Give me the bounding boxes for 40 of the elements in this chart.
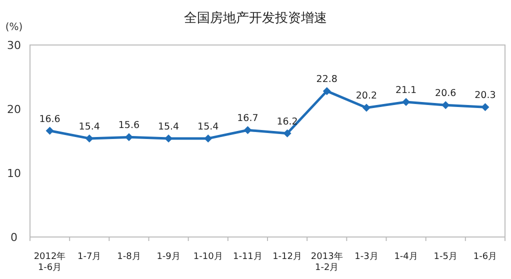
- x-tick-label: 1-12月: [272, 252, 302, 262]
- data-label: 16.7: [237, 113, 258, 124]
- x-tick-label: 2013年 1-2月: [310, 251, 343, 273]
- y-tick-label: 30: [7, 39, 21, 52]
- x-tick-label: 1-3月: [354, 252, 378, 262]
- point: [46, 126, 54, 135]
- y-tick-label: 0: [10, 231, 18, 244]
- x-tick-label: 2012年 1-6月: [34, 251, 66, 273]
- point: [283, 129, 292, 138]
- x-tick-label: 1-6月: [473, 252, 498, 262]
- x-tick-label: 1-7月: [78, 252, 102, 262]
- y-tick-label: 10: [7, 167, 21, 180]
- data-label: 16.6: [39, 114, 60, 125]
- data-label: 21.1: [395, 84, 417, 96]
- data-label: 20.6: [435, 88, 456, 100]
- data-label: 15.4: [158, 121, 180, 132]
- point: [322, 87, 331, 96]
- point: [481, 103, 490, 112]
- y-axis-title: (%): [5, 22, 23, 33]
- y-tick-label: 20: [7, 103, 21, 116]
- data-label: 16.2: [276, 116, 298, 128]
- data-label: 15.4: [198, 121, 219, 132]
- x-tick-label: 1-10月: [193, 252, 223, 262]
- x-tick-label: 1-5月: [434, 252, 458, 262]
- data-label: 15.6: [118, 120, 140, 132]
- data-label: 20.2: [356, 90, 378, 102]
- chart-title: 全国房地产开发投资增速: [184, 10, 327, 26]
- data-label: 22.8: [316, 74, 338, 86]
- point: [442, 101, 450, 110]
- data-label: 15.4: [78, 121, 100, 132]
- x-tick-label: 1-8月: [117, 252, 141, 262]
- x-tick-label: 1-4月: [394, 252, 418, 262]
- x-tick-label: 1-9月: [156, 252, 180, 262]
- x-tick-label: 1-11月: [232, 252, 262, 262]
- point: [124, 133, 133, 142]
- point: [362, 104, 370, 112]
- point: [204, 134, 212, 142]
- point: [85, 134, 94, 142]
- data-label: 20.3: [474, 90, 496, 102]
- point: [244, 126, 252, 134]
